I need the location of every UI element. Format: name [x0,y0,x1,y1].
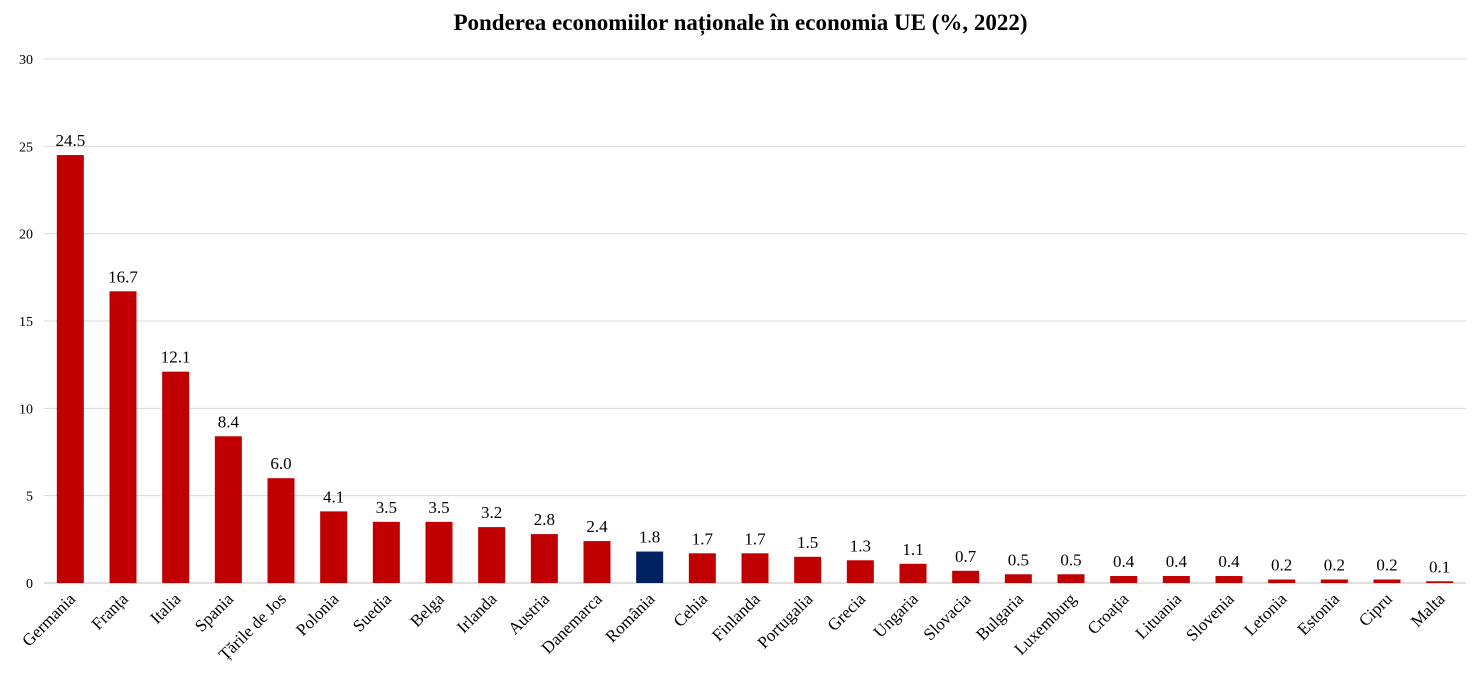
data-label: 24.5 [55,131,85,150]
bar [214,436,242,583]
bar [372,521,400,583]
category-label: Portugalia [754,589,817,652]
category-label: Franța [88,589,132,633]
data-label: 1.8 [639,528,660,547]
bar [425,521,453,583]
bar [56,155,84,584]
category-label: Croația [1084,589,1133,638]
category-label: Estonia [1294,589,1344,639]
bar [162,371,190,583]
category-label: Austria [504,589,553,638]
data-label: 2.4 [586,517,608,536]
bar [688,553,716,583]
y-tick-label: 5 [26,490,33,505]
data-label: 3.5 [428,498,449,517]
y-tick-label: 0 [26,577,33,592]
category-label: Malta [1407,589,1449,631]
bar [741,553,769,583]
y-tick-label: 10 [19,402,33,417]
bar [636,551,664,583]
bar [267,478,295,583]
data-label: 0.4 [1166,552,1188,571]
category-label: Ungaria [870,589,922,641]
category-label: Cipru [1355,589,1396,630]
data-label: 0.4 [1113,552,1135,571]
data-label: 0.4 [1218,552,1240,571]
bar [952,570,980,583]
bar [583,541,611,583]
bar [846,560,874,583]
data-label: 1.1 [902,540,923,559]
data-label: 0.2 [1376,556,1397,575]
data-label: 4.1 [323,487,344,506]
bar [899,563,927,583]
category-label: Italia [146,589,184,627]
bar [1215,576,1243,583]
bar [530,534,558,583]
data-label: 0.2 [1324,556,1345,575]
bar [1426,581,1454,583]
y-tick-label: 20 [19,228,33,243]
data-label: 0.1 [1429,557,1450,576]
y-tick-label: 15 [19,315,33,330]
data-label: 0.5 [1008,550,1029,569]
category-label: Slovenia [1182,589,1238,645]
data-label: 1.5 [797,533,818,552]
data-label: 6.0 [270,454,291,473]
category-label: Irlanda [453,589,501,637]
category-label: Belga [406,589,448,631]
data-label: 2.8 [534,510,555,529]
bar [1057,574,1085,583]
data-label: 8.4 [218,412,240,431]
category-label: Spania [191,589,237,635]
y-tick-label: 30 [19,53,33,68]
category-label: Polonia [292,589,342,639]
category-label: România [602,589,659,646]
bar [109,291,137,583]
data-label: 0.2 [1271,556,1292,575]
category-label: Suedia [349,589,395,635]
bar [794,556,822,583]
data-label: 12.1 [161,348,191,367]
category-label: Lituania [1132,589,1186,643]
category-label: Slovacia [920,589,975,644]
category-label: Germania [18,589,79,650]
bar [1373,579,1401,583]
bar [478,527,506,583]
data-label: 3.2 [481,503,502,522]
category-label: Grecia [824,589,870,635]
data-label: 0.5 [1060,550,1081,569]
y-tick-label: 25 [19,140,33,155]
bar [1110,576,1138,583]
data-label: 0.7 [955,547,977,566]
bar [1004,574,1032,583]
data-label: 3.5 [376,498,397,517]
data-label: 1.7 [744,529,766,548]
data-label: 1.3 [850,536,871,555]
bar [1268,579,1296,583]
bar [1320,579,1348,583]
data-label: 16.7 [108,267,138,286]
data-label: 1.7 [692,529,714,548]
chart-title: Ponderea economiilor naționale în econom… [453,10,1028,35]
category-label: Letonia [1240,589,1290,639]
bar [1162,576,1190,583]
category-label: Cehia [670,589,712,631]
bar [320,511,348,583]
